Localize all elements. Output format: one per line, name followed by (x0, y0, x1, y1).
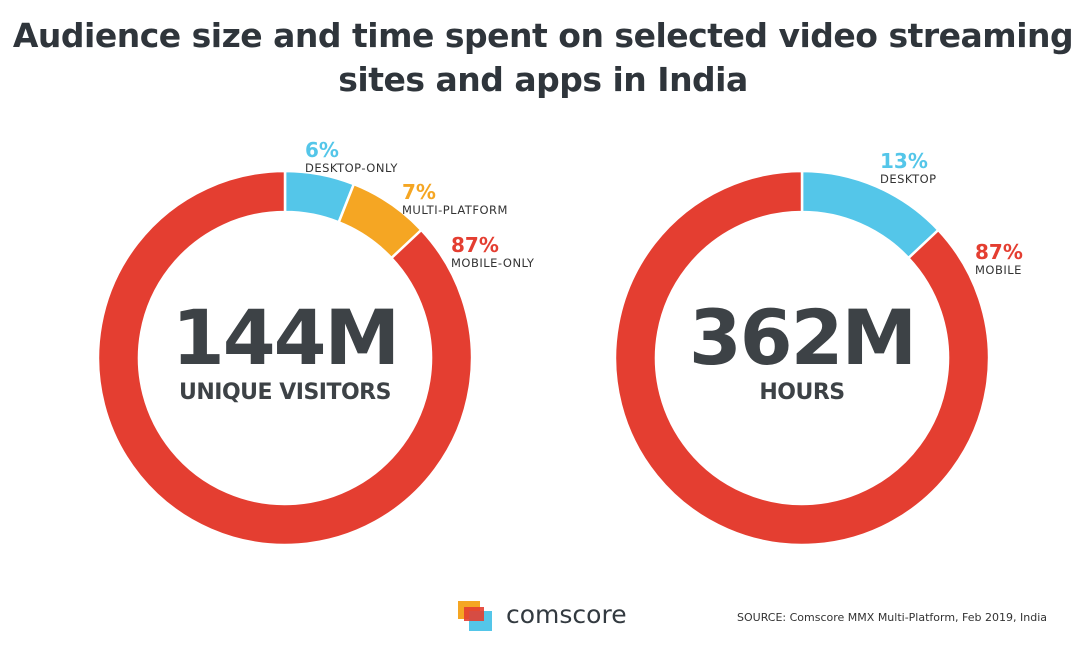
label-desktop-only: 6% DESKTOP-ONLY (305, 139, 398, 175)
chart-title: Audience size and time spent on selected… (12, 16, 1074, 99)
label-text: MULTI-PLATFORM (402, 203, 508, 217)
label-text: MOBILE (975, 263, 1022, 277)
label-pct: 87% (451, 233, 499, 257)
label-text: DESKTOP-ONLY (305, 161, 398, 175)
label-desktop: 13% DESKTOP (880, 150, 937, 186)
source-note: SOURCE: Comscore MMX Multi-Platform, Feb… (737, 611, 1048, 624)
label-text: MOBILE-ONLY (451, 256, 535, 270)
comscore-logo-text: comscore (506, 600, 627, 629)
label-mobile: 87% MOBILE (975, 241, 1023, 277)
label-pct: 13% (880, 149, 928, 173)
donut-slice-mobile-only (96, 169, 474, 547)
label-text: DESKTOP (880, 172, 937, 186)
label-pct: 7% (402, 180, 436, 204)
label-pct: 87% (975, 240, 1023, 264)
comscore-logo-icon (458, 601, 492, 631)
left-center-value: 144M (171, 293, 400, 382)
right-center-label: HOURS (759, 380, 845, 405)
label-pct: 6% (305, 138, 339, 162)
right-center-value: 362M (688, 293, 917, 382)
label-multi-platform: 7% MULTI-PLATFORM (402, 181, 508, 217)
label-mobile-only: 87% MOBILE-ONLY (451, 234, 534, 270)
donut-slice-mobile (613, 169, 991, 547)
left-center-label: UNIQUE VISITORS (179, 380, 391, 405)
